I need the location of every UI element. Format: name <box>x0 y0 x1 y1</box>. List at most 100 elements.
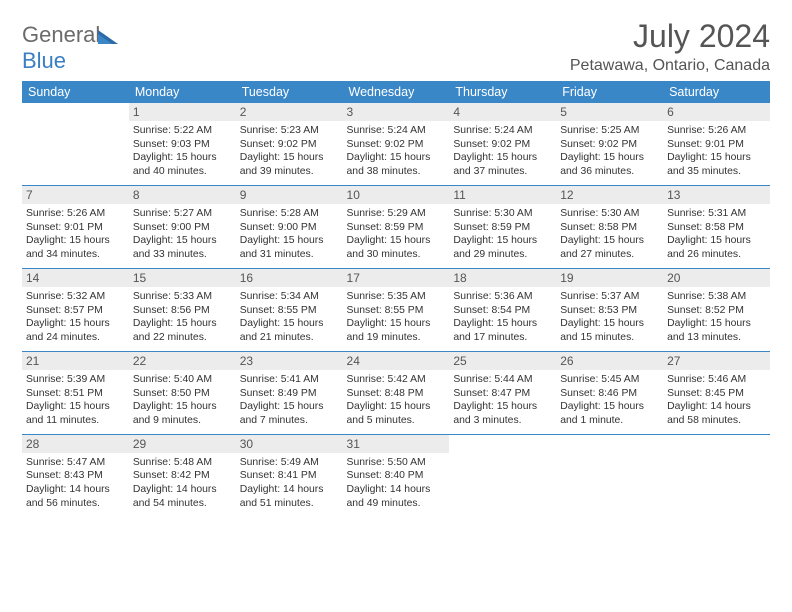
day-number: 14 <box>22 269 129 287</box>
day-header: Saturday <box>663 81 770 103</box>
day-info: Sunrise: 5:45 AMSunset: 8:46 PMDaylight:… <box>556 370 663 434</box>
day-info: Sunrise: 5:31 AMSunset: 8:58 PMDaylight:… <box>663 204 770 268</box>
day-info: Sunrise: 5:30 AMSunset: 8:59 PMDaylight:… <box>449 204 556 268</box>
day-header: Friday <box>556 81 663 103</box>
day-info: Sunrise: 5:28 AMSunset: 9:00 PMDaylight:… <box>236 204 343 268</box>
day-info: Sunrise: 5:25 AMSunset: 9:02 PMDaylight:… <box>556 121 663 185</box>
day-info: Sunrise: 5:48 AMSunset: 8:42 PMDaylight:… <box>129 453 236 517</box>
day-number: 9 <box>236 186 343 204</box>
brand-name-main: General <box>22 22 100 47</box>
day-info: Sunrise: 5:37 AMSunset: 8:53 PMDaylight:… <box>556 287 663 351</box>
day-info: Sunrise: 5:30 AMSunset: 8:58 PMDaylight:… <box>556 204 663 268</box>
location-text: Petawawa, Ontario, Canada <box>570 57 770 75</box>
flag-icon <box>98 24 120 49</box>
day-number: 6 <box>663 103 770 121</box>
day-info: Sunrise: 5:32 AMSunset: 8:57 PMDaylight:… <box>22 287 129 351</box>
day-number: 30 <box>236 435 343 453</box>
month-title: July 2024 <box>570 18 770 55</box>
day-header: Sunday <box>22 81 129 103</box>
day-cell: 6Sunrise: 5:26 AMSunset: 9:01 PMDaylight… <box>663 103 770 185</box>
day-info: Sunrise: 5:26 AMSunset: 9:01 PMDaylight:… <box>22 204 129 268</box>
day-number: 5 <box>556 103 663 121</box>
day-cell: 8Sunrise: 5:27 AMSunset: 9:00 PMDaylight… <box>129 185 236 268</box>
brand-name: General Blue <box>22 22 122 74</box>
day-info: Sunrise: 5:24 AMSunset: 9:02 PMDaylight:… <box>343 121 450 185</box>
day-info: Sunrise: 5:24 AMSunset: 9:02 PMDaylight:… <box>449 121 556 185</box>
day-cell: 19Sunrise: 5:37 AMSunset: 8:53 PMDayligh… <box>556 268 663 351</box>
calendar-body: 1Sunrise: 5:22 AMSunset: 9:03 PMDaylight… <box>22 103 770 517</box>
day-info: Sunrise: 5:47 AMSunset: 8:43 PMDaylight:… <box>22 453 129 517</box>
day-info: Sunrise: 5:41 AMSunset: 8:49 PMDaylight:… <box>236 370 343 434</box>
day-info: Sunrise: 5:39 AMSunset: 8:51 PMDaylight:… <box>22 370 129 434</box>
day-number: 4 <box>449 103 556 121</box>
day-cell: 14Sunrise: 5:32 AMSunset: 8:57 PMDayligh… <box>22 268 129 351</box>
day-info: Sunrise: 5:35 AMSunset: 8:55 PMDaylight:… <box>343 287 450 351</box>
day-cell: 18Sunrise: 5:36 AMSunset: 8:54 PMDayligh… <box>449 268 556 351</box>
day-info: Sunrise: 5:29 AMSunset: 8:59 PMDaylight:… <box>343 204 450 268</box>
week-row: 7Sunrise: 5:26 AMSunset: 9:01 PMDaylight… <box>22 185 770 268</box>
day-info: Sunrise: 5:44 AMSunset: 8:47 PMDaylight:… <box>449 370 556 434</box>
day-cell: 4Sunrise: 5:24 AMSunset: 9:02 PMDaylight… <box>449 103 556 185</box>
day-info: Sunrise: 5:33 AMSunset: 8:56 PMDaylight:… <box>129 287 236 351</box>
day-info: Sunrise: 5:50 AMSunset: 8:40 PMDaylight:… <box>343 453 450 517</box>
day-cell: 16Sunrise: 5:34 AMSunset: 8:55 PMDayligh… <box>236 268 343 351</box>
day-cell: 28Sunrise: 5:47 AMSunset: 8:43 PMDayligh… <box>22 434 129 516</box>
day-cell <box>556 434 663 516</box>
day-number: 31 <box>343 435 450 453</box>
day-number: 18 <box>449 269 556 287</box>
day-info: Sunrise: 5:42 AMSunset: 8:48 PMDaylight:… <box>343 370 450 434</box>
day-cell: 11Sunrise: 5:30 AMSunset: 8:59 PMDayligh… <box>449 185 556 268</box>
day-cell: 20Sunrise: 5:38 AMSunset: 8:52 PMDayligh… <box>663 268 770 351</box>
day-cell: 17Sunrise: 5:35 AMSunset: 8:55 PMDayligh… <box>343 268 450 351</box>
day-header: Tuesday <box>236 81 343 103</box>
day-cell: 30Sunrise: 5:49 AMSunset: 8:41 PMDayligh… <box>236 434 343 516</box>
day-cell <box>663 434 770 516</box>
week-row: 21Sunrise: 5:39 AMSunset: 8:51 PMDayligh… <box>22 351 770 434</box>
day-info <box>556 453 663 501</box>
week-row: 14Sunrise: 5:32 AMSunset: 8:57 PMDayligh… <box>22 268 770 351</box>
day-info: Sunrise: 5:27 AMSunset: 9:00 PMDaylight:… <box>129 204 236 268</box>
day-number <box>663 435 770 453</box>
day-number: 21 <box>22 352 129 370</box>
day-number: 17 <box>343 269 450 287</box>
day-number: 19 <box>556 269 663 287</box>
day-info: Sunrise: 5:46 AMSunset: 8:45 PMDaylight:… <box>663 370 770 434</box>
day-info: Sunrise: 5:36 AMSunset: 8:54 PMDaylight:… <box>449 287 556 351</box>
day-header: Wednesday <box>343 81 450 103</box>
week-row: 28Sunrise: 5:47 AMSunset: 8:43 PMDayligh… <box>22 434 770 516</box>
brand-logo: General Blue <box>22 18 122 74</box>
day-number: 8 <box>129 186 236 204</box>
day-number: 26 <box>556 352 663 370</box>
day-cell: 10Sunrise: 5:29 AMSunset: 8:59 PMDayligh… <box>343 185 450 268</box>
day-cell: 22Sunrise: 5:40 AMSunset: 8:50 PMDayligh… <box>129 351 236 434</box>
day-cell: 23Sunrise: 5:41 AMSunset: 8:49 PMDayligh… <box>236 351 343 434</box>
day-info: Sunrise: 5:40 AMSunset: 8:50 PMDaylight:… <box>129 370 236 434</box>
day-cell: 26Sunrise: 5:45 AMSunset: 8:46 PMDayligh… <box>556 351 663 434</box>
calendar-table: SundayMondayTuesdayWednesdayThursdayFrid… <box>22 81 770 517</box>
day-number: 27 <box>663 352 770 370</box>
title-block: July 2024 Petawawa, Ontario, Canada <box>570 18 770 75</box>
day-cell: 25Sunrise: 5:44 AMSunset: 8:47 PMDayligh… <box>449 351 556 434</box>
day-cell: 21Sunrise: 5:39 AMSunset: 8:51 PMDayligh… <box>22 351 129 434</box>
day-number: 3 <box>343 103 450 121</box>
day-info: Sunrise: 5:23 AMSunset: 9:02 PMDaylight:… <box>236 121 343 185</box>
day-cell <box>449 434 556 516</box>
day-number: 24 <box>343 352 450 370</box>
day-number <box>556 435 663 453</box>
day-cell: 12Sunrise: 5:30 AMSunset: 8:58 PMDayligh… <box>556 185 663 268</box>
day-number: 16 <box>236 269 343 287</box>
day-info: Sunrise: 5:49 AMSunset: 8:41 PMDaylight:… <box>236 453 343 517</box>
day-number: 7 <box>22 186 129 204</box>
day-cell: 2Sunrise: 5:23 AMSunset: 9:02 PMDaylight… <box>236 103 343 185</box>
day-number <box>22 103 129 121</box>
day-cell: 24Sunrise: 5:42 AMSunset: 8:48 PMDayligh… <box>343 351 450 434</box>
day-number: 13 <box>663 186 770 204</box>
day-info: Sunrise: 5:22 AMSunset: 9:03 PMDaylight:… <box>129 121 236 185</box>
day-number: 10 <box>343 186 450 204</box>
day-number: 2 <box>236 103 343 121</box>
day-info <box>22 121 129 169</box>
day-cell: 1Sunrise: 5:22 AMSunset: 9:03 PMDaylight… <box>129 103 236 185</box>
day-number: 20 <box>663 269 770 287</box>
day-number: 23 <box>236 352 343 370</box>
week-row: 1Sunrise: 5:22 AMSunset: 9:03 PMDaylight… <box>22 103 770 185</box>
